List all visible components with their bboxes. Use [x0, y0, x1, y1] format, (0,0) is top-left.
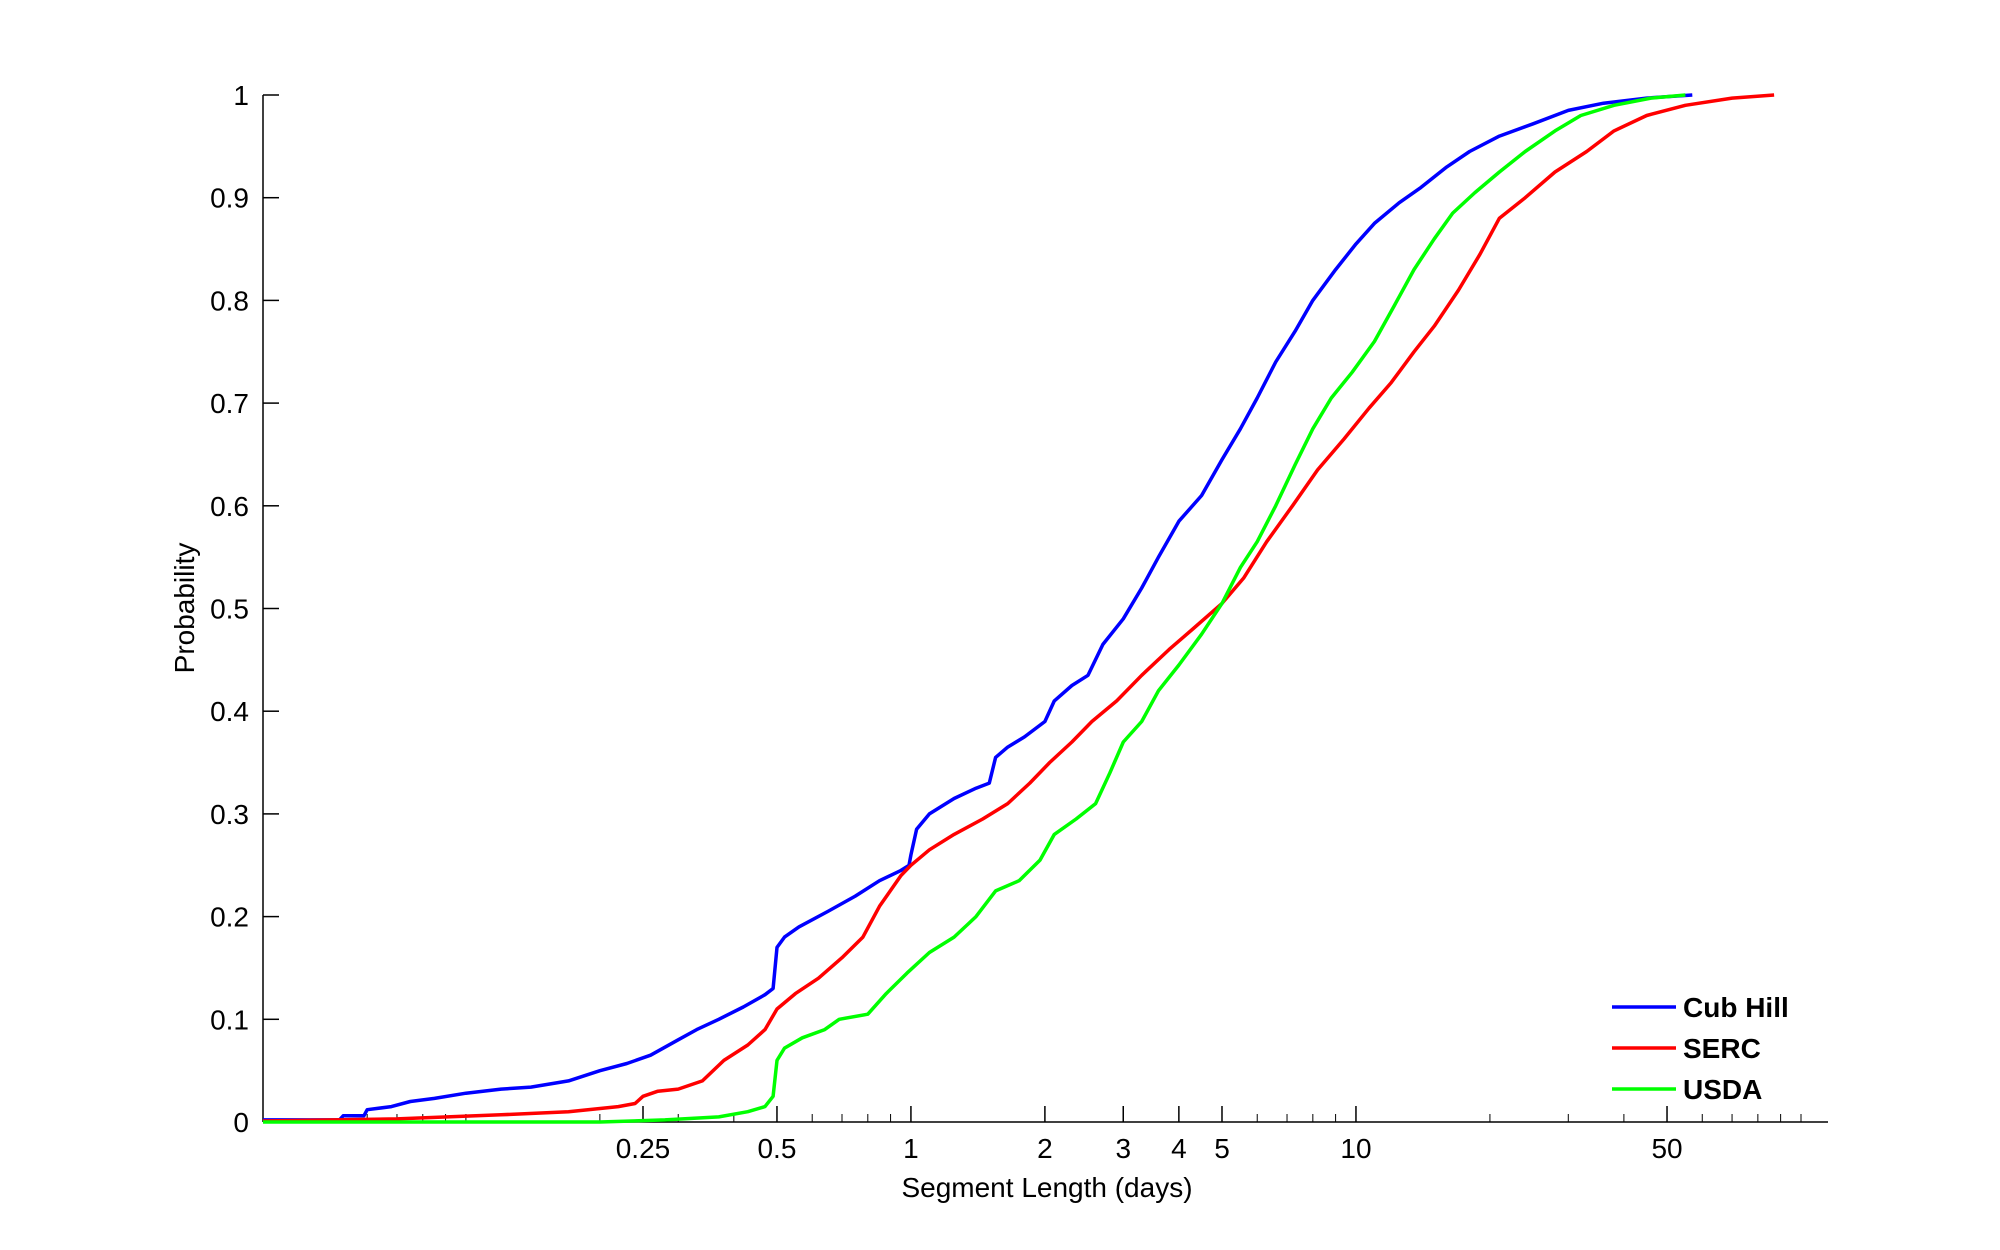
x-tick-label: 10 — [1340, 1133, 1371, 1164]
axes-frame — [262, 95, 1828, 1123]
y-tick-label: 0.8 — [210, 285, 249, 316]
y-tick-label: 0.9 — [210, 183, 249, 214]
legend: Cub Hill SERC USDA — [1612, 992, 1789, 1105]
y-tick-label: 0.3 — [210, 799, 249, 830]
y-tick-label: 0.6 — [210, 491, 249, 522]
legend-label-serc: SERC — [1683, 1033, 1761, 1064]
x-axis-label: Segment Length (days) — [901, 1172, 1192, 1203]
x-tick-label: 0.25 — [616, 1133, 671, 1164]
x-tick-label: 3 — [1115, 1133, 1131, 1164]
series-line-usda — [263, 93, 1686, 1124]
series-line-cub-hill — [263, 93, 1693, 1122]
y-tick-label: 1 — [233, 80, 249, 111]
x-tick-label: 50 — [1651, 1133, 1682, 1164]
y-tick-label: 0.7 — [210, 388, 249, 419]
legend-label-usda: USDA — [1683, 1074, 1762, 1105]
y-tick-label: 0.2 — [210, 902, 249, 933]
y-tick-label: 0.5 — [210, 594, 249, 625]
y-axis-label: Probability — [169, 543, 200, 674]
series-line-serc — [262, 93, 1775, 1123]
x-tick-label: 1 — [903, 1133, 919, 1164]
x-axis-ticks: 0.25 0.5 1 2 3 4 5 10 50 — [366, 1106, 1802, 1164]
plot-area — [262, 93, 1775, 1124]
x-tick-label: 2 — [1037, 1133, 1053, 1164]
y-tick-label: 0 — [233, 1107, 249, 1138]
y-axis-ticks: 0 0.1 0.2 0.3 0.4 0.5 0.6 0.7 0.8 0.9 1 — [210, 80, 279, 1138]
y-tick-label: 0.4 — [210, 696, 249, 727]
x-tick-label: 5 — [1214, 1133, 1230, 1164]
x-tick-label: 0.5 — [757, 1133, 796, 1164]
y-tick-label: 0.1 — [210, 1004, 249, 1035]
legend-label-cub-hill: Cub Hill — [1683, 992, 1789, 1023]
x-tick-label: 4 — [1171, 1133, 1187, 1164]
